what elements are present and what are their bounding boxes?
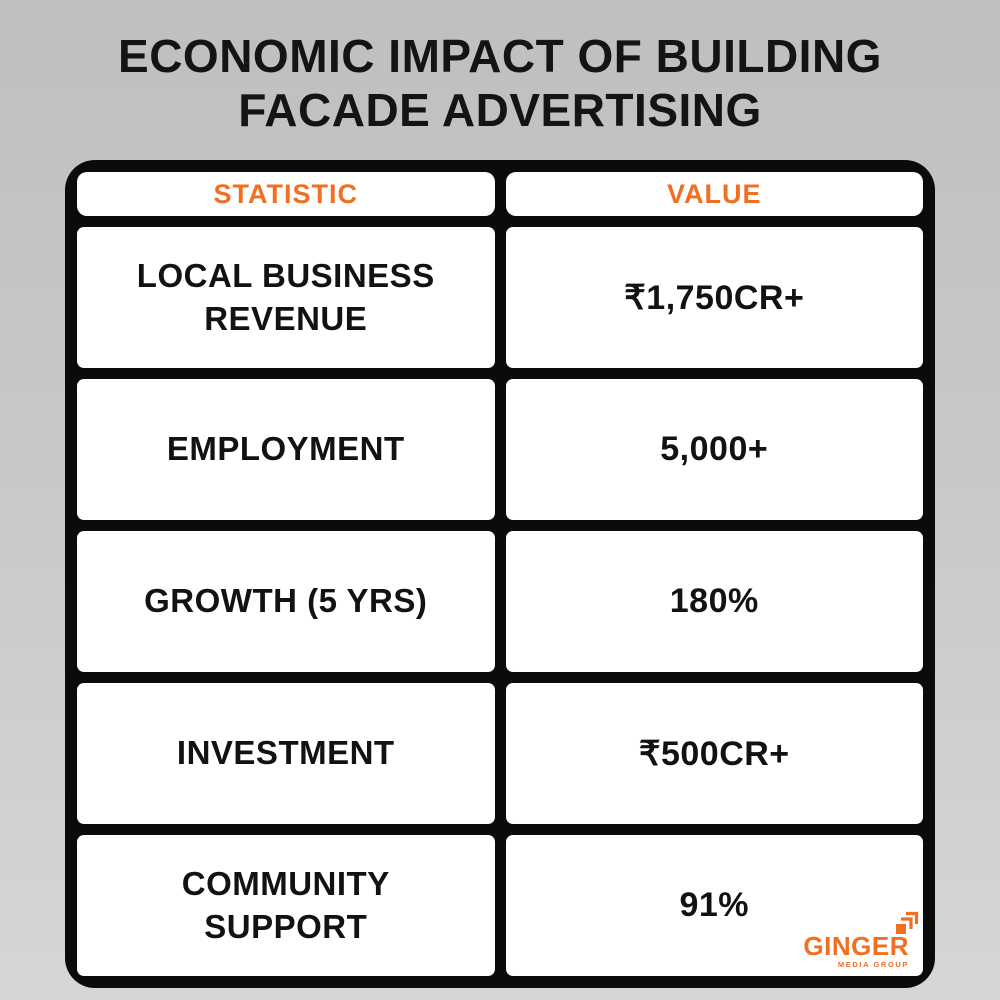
statistics-table-grid: STATISTIC VALUE LOCAL BUSINESS REVENUE ₹…: [77, 172, 923, 976]
table-row-statistic-local-business-revenue: LOCAL BUSINESS REVENUE: [77, 227, 495, 368]
table-row-value-community-support: 91%: [505, 835, 923, 976]
table-row-statistic-growth: GROWTH (5 YRS): [77, 531, 495, 672]
statistic-label: INVESTMENT: [176, 734, 395, 772]
table-row-statistic-employment: EMPLOYMENT: [77, 379, 495, 520]
table-row-statistic-investment: INVESTMENT: [77, 683, 495, 824]
logo-subtext: MEDIA GROUP: [837, 959, 909, 969]
statistic-value: 5,000+: [660, 430, 769, 468]
table-row-statistic-community-support: COMMUNITY SUPPORT: [77, 835, 495, 976]
statistic-label: GROWTH (5 YRS): [144, 582, 428, 620]
page-title-line2: FACADE ADVERTISING: [238, 83, 762, 136]
logo-wordmark: GINGER: [803, 930, 909, 961]
table-row-value-growth: 180%: [505, 531, 923, 672]
page-title: ECONOMIC IMPACT OF BUILDING FACADE ADVER…: [0, 0, 1000, 138]
statistic-label: COMMUNITY SUPPORT: [181, 864, 390, 945]
column-header-value: VALUE: [505, 172, 923, 216]
statistic-label: EMPLOYMENT: [166, 430, 405, 468]
statistic-value: 91%: [679, 886, 750, 924]
statistic-value: 180%: [669, 582, 759, 620]
statistic-value: ₹1,750CR+: [624, 278, 805, 317]
column-header-statistic-label: STATISTIC: [213, 178, 358, 209]
table-row-value-local-business-revenue: ₹1,750CR+: [505, 227, 923, 368]
table-row-value-investment: ₹500CR+: [505, 683, 923, 824]
statistics-table: STATISTIC VALUE LOCAL BUSINESS REVENUE ₹…: [65, 160, 935, 988]
page-title-line1: ECONOMIC IMPACT OF BUILDING: [118, 30, 882, 82]
column-header-statistic: STATISTIC: [77, 172, 495, 216]
table-row-value-employment: 5,000+: [505, 379, 923, 520]
ginger-media-group-logo: GINGER MEDIA GROUP: [803, 911, 919, 969]
statistic-label: LOCAL BUSINESS REVENUE: [136, 256, 435, 337]
column-header-value-label: VALUE: [666, 178, 762, 209]
statistic-value: ₹500CR+: [638, 734, 790, 773]
nested-squares-icon: [895, 911, 919, 939]
